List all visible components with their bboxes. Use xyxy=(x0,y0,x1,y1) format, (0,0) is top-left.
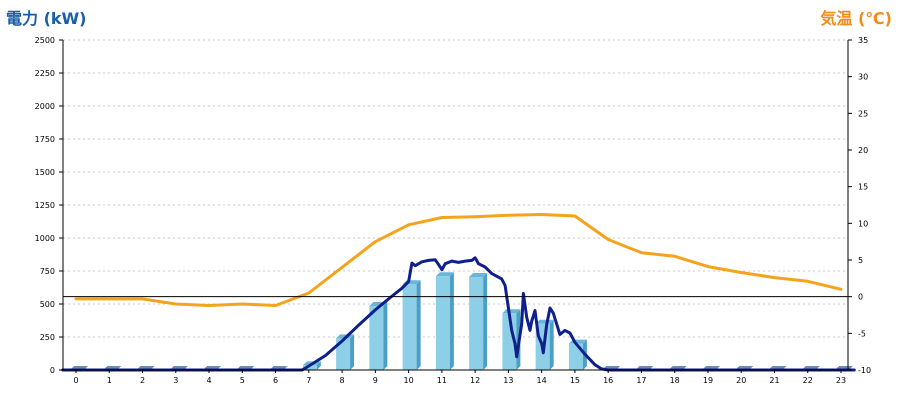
right-tick-label: 25 xyxy=(858,109,868,118)
power-bars xyxy=(70,272,853,370)
tick-labels: 02505007501000125015001750200022502500-1… xyxy=(35,36,871,385)
power-bar xyxy=(402,280,421,370)
left-tick-label: 2500 xyxy=(35,36,55,45)
right-axis-title: 気温 (℃) xyxy=(820,9,892,28)
x-tick-label: 20 xyxy=(736,376,746,385)
power-bar-side xyxy=(383,301,388,370)
left-tick-label: 750 xyxy=(40,267,55,276)
left-tick-label: 1250 xyxy=(35,201,55,210)
power-bar-front xyxy=(568,343,583,370)
left-tick-label: 2250 xyxy=(35,69,55,78)
left-tick-label: 0 xyxy=(50,366,55,375)
power-bar-side xyxy=(316,361,321,370)
right-tick-label: 0 xyxy=(858,293,863,302)
x-tick-label: 8 xyxy=(340,376,345,385)
power-bar-side xyxy=(350,334,355,370)
power-bar-front xyxy=(369,305,384,370)
x-tick-label: 22 xyxy=(803,376,813,385)
power-line xyxy=(61,256,856,372)
right-tick-label: 10 xyxy=(858,219,868,228)
power-bar-side xyxy=(483,272,488,370)
x-tick-label: 21 xyxy=(769,376,779,385)
temperature-line xyxy=(74,213,843,307)
x-tick-label: 4 xyxy=(206,376,211,385)
right-tick-label: 5 xyxy=(858,256,863,265)
left-tick-label: 250 xyxy=(40,333,55,342)
x-tick-label: 12 xyxy=(470,376,480,385)
power-bar xyxy=(435,272,454,370)
series-lines xyxy=(61,213,856,372)
x-tick-label: 3 xyxy=(173,376,178,385)
x-tick-label: 6 xyxy=(273,376,278,385)
power-bar-front xyxy=(469,276,484,370)
x-tick-label: 0 xyxy=(73,376,78,385)
x-tick-label: 19 xyxy=(703,376,713,385)
left-tick-label: 1500 xyxy=(35,168,55,177)
x-tick-label: 11 xyxy=(437,376,447,385)
power-bar-front xyxy=(435,276,450,370)
right-tick-label: -5 xyxy=(858,329,866,338)
right-tick-label: 15 xyxy=(858,183,868,192)
power-bar-side xyxy=(449,272,454,370)
left-tick-label: 1750 xyxy=(35,135,55,144)
left-tick-label: 1000 xyxy=(35,234,55,243)
axes xyxy=(59,39,852,373)
right-tick-label: 20 xyxy=(858,146,868,155)
x-tick-label: 16 xyxy=(603,376,613,385)
power-bar-front xyxy=(402,284,417,370)
x-tick-label: 23 xyxy=(836,376,846,385)
power-bar-top xyxy=(535,319,554,324)
power-bar xyxy=(469,272,488,370)
power-bar-top xyxy=(435,272,454,277)
power-bar-top xyxy=(469,272,488,277)
x-tick-label: 14 xyxy=(537,376,547,385)
x-tick-label: 10 xyxy=(404,376,414,385)
power-bar-side xyxy=(549,319,554,370)
power-bar-side xyxy=(416,280,421,370)
power-bar-front xyxy=(336,338,351,370)
right-tick-label: -10 xyxy=(858,366,871,375)
left-axis-title: 電力 (kW) xyxy=(6,9,87,28)
power-bar-front xyxy=(502,313,517,370)
x-tick-label: 17 xyxy=(636,376,646,385)
power-bar-top xyxy=(502,309,521,314)
left-tick-label: 2000 xyxy=(35,102,55,111)
x-tick-label: 13 xyxy=(503,376,513,385)
left-tick-label: 500 xyxy=(40,300,55,309)
x-tick-label: 18 xyxy=(670,376,680,385)
x-tick-label: 15 xyxy=(570,376,580,385)
x-tick-label: 5 xyxy=(240,376,245,385)
x-tick-label: 1 xyxy=(107,376,112,385)
grid-lines xyxy=(63,39,848,338)
x-tick-label: 7 xyxy=(306,376,311,385)
right-tick-label: 30 xyxy=(858,73,868,82)
power-bar-front xyxy=(302,365,317,370)
x-tick-label: 2 xyxy=(140,376,145,385)
right-tick-label: 35 xyxy=(858,36,868,45)
x-tick-label: 9 xyxy=(373,376,378,385)
